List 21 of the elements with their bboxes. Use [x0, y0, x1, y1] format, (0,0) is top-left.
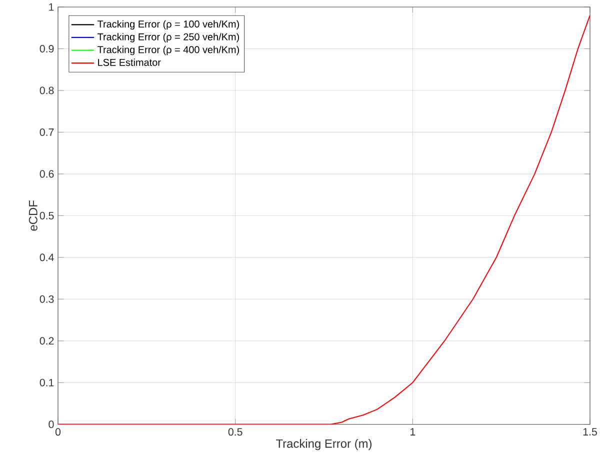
y-tick-label: 0.7: [40, 128, 54, 136]
y-tick-label: 0.5: [40, 212, 54, 220]
y-tick-label: 0.1: [40, 378, 54, 386]
y-tick-label: 0.8: [40, 86, 54, 94]
y-tick-label: 0: [48, 420, 54, 428]
x-tick-label: 0.5: [228, 428, 242, 436]
legend-label: Tracking Error (ρ = 250 veh/Km): [98, 33, 240, 42]
y-tick-label: 0.2: [40, 337, 54, 345]
y-tick-label: 0.6: [40, 170, 54, 178]
y-axis-title: eCDF: [28, 200, 38, 231]
y-tick-label: 1: [49, 3, 54, 11]
x-axis-title: Tracking Error (m): [276, 439, 372, 450]
x-tick-label: 0: [55, 428, 61, 436]
x-tick-label: 1.5: [583, 428, 597, 436]
legend-label: Tracking Error (ρ = 100 veh/Km): [98, 20, 240, 30]
y-tick-label: 0.9: [40, 44, 54, 52]
legend-label: Tracking Error (ρ = 400 veh/Km): [98, 46, 240, 56]
y-tick-label: 0.4: [40, 254, 54, 262]
x-tick-label: 1: [410, 428, 416, 436]
legend-label: LSE Estimator: [98, 58, 161, 66]
y-tick-label: 0.3: [40, 295, 54, 303]
